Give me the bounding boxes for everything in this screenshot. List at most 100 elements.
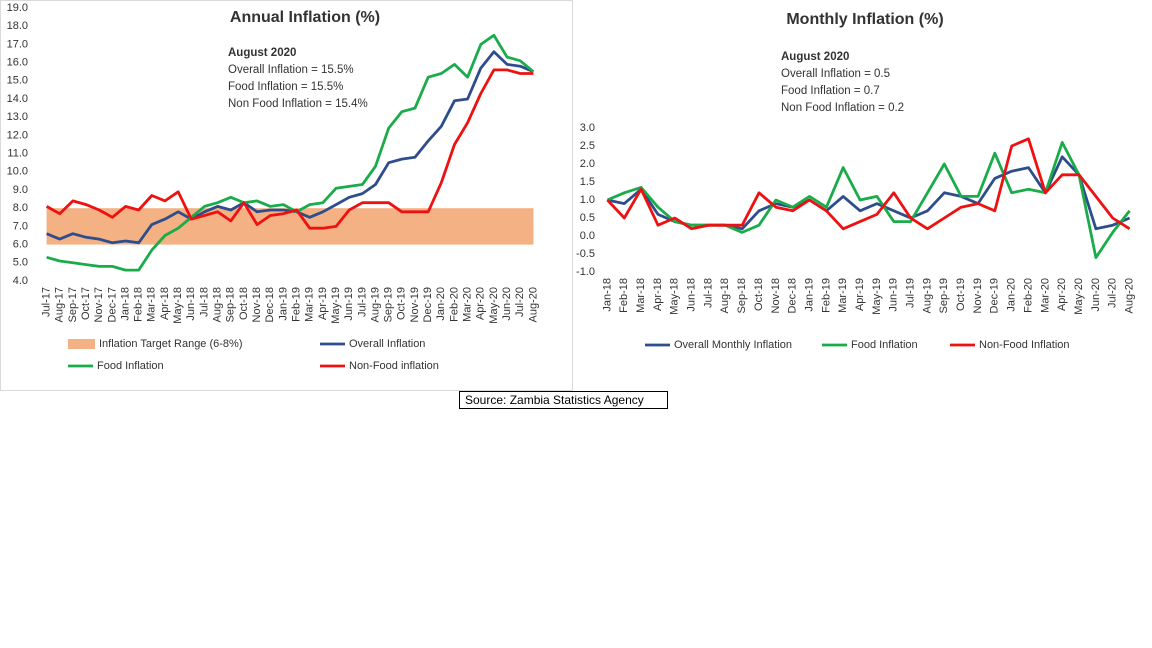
annotation: Non Food Inflation = 15.4% bbox=[228, 98, 368, 110]
x-tick-label: Nov-19 bbox=[409, 287, 421, 322]
legend-label: Overall Inflation bbox=[349, 338, 425, 350]
y-tick-label: 18.0 bbox=[7, 20, 28, 32]
legend-swatch bbox=[68, 339, 95, 349]
y-tick-label: 17.0 bbox=[7, 38, 28, 50]
chart-title: Monthly Inflation (%) bbox=[786, 11, 943, 28]
x-tick-label: Sep-19 bbox=[383, 287, 395, 322]
x-tick-label: Dec-18 bbox=[264, 287, 276, 322]
x-tick-label: Jul-17 bbox=[40, 287, 52, 317]
y-tick-label: -0.5 bbox=[576, 248, 595, 260]
y-tick-label: 3.0 bbox=[580, 122, 595, 134]
y-tick-label: 13.0 bbox=[7, 111, 28, 123]
x-tick-label: Jun-18 bbox=[686, 278, 698, 312]
series-line bbox=[606, 141, 1131, 259]
x-tick-label: Jun-19 bbox=[343, 287, 355, 321]
legend-label: Inflation Target Range (6-8%) bbox=[99, 338, 243, 350]
x-tick-label: Jan-20 bbox=[435, 287, 447, 321]
x-tick-label: Apr-18 bbox=[652, 278, 664, 311]
x-tick-label: Aug-18 bbox=[212, 287, 224, 322]
series-line bbox=[606, 137, 1131, 231]
x-tick-label: Jul-19 bbox=[905, 278, 917, 308]
x-tick-label: Sep-18 bbox=[225, 287, 237, 322]
x-tick-label: May-19 bbox=[871, 278, 883, 315]
target-band bbox=[46, 208, 534, 245]
x-tick-label: Mar-18 bbox=[635, 278, 647, 313]
x-tick-label: Aug-19 bbox=[921, 278, 933, 313]
y-tick-label: 11.0 bbox=[7, 148, 28, 160]
x-tick-label: Jul-20 bbox=[1107, 278, 1119, 308]
x-tick-label: Jul-19 bbox=[356, 287, 368, 317]
x-tick-label: Aug-19 bbox=[369, 287, 381, 322]
chart-title: Annual Inflation (%) bbox=[230, 9, 380, 26]
x-tick-label: Feb-19 bbox=[820, 278, 832, 313]
x-tick-label: Oct-18 bbox=[753, 278, 765, 311]
x-tick-label: Apr-20 bbox=[475, 287, 487, 320]
x-tick-label: Jun-20 bbox=[1090, 278, 1102, 312]
x-tick-label: Oct-19 bbox=[955, 278, 967, 311]
x-tick-label: Dec-17 bbox=[106, 287, 118, 322]
x-tick-label: Jul-18 bbox=[198, 287, 210, 317]
x-tick-label: Apr-20 bbox=[1056, 278, 1068, 311]
legend-label: Food Inflation bbox=[97, 360, 164, 372]
x-tick-label: Oct-18 bbox=[238, 287, 250, 320]
x-tick-label: Sep-18 bbox=[736, 278, 748, 313]
x-tick-label: Nov-18 bbox=[770, 278, 782, 313]
x-tick-label: May-19 bbox=[330, 287, 342, 324]
x-tick-label: Dec-18 bbox=[787, 278, 799, 313]
source-box bbox=[459, 391, 668, 409]
y-tick-label: 14.0 bbox=[7, 93, 28, 105]
x-tick-label: May-18 bbox=[172, 287, 184, 324]
y-tick-label: 5.0 bbox=[13, 257, 28, 269]
x-tick-label: Jan-18 bbox=[119, 287, 131, 321]
x-tick-label: Mar-18 bbox=[146, 287, 158, 322]
annotation: Non Food Inflation = 0.2 bbox=[781, 102, 904, 114]
x-tick-label: Nov-17 bbox=[93, 287, 105, 322]
x-tick-label: Feb-19 bbox=[290, 287, 302, 322]
y-tick-label: 0.0 bbox=[580, 230, 595, 242]
y-tick-label: 10.0 bbox=[7, 166, 28, 178]
x-tick-label: Jan-18 bbox=[601, 278, 613, 312]
legend-label: Food Inflation bbox=[851, 339, 918, 351]
y-tick-label: 0.5 bbox=[580, 212, 595, 224]
x-tick-label: Jul-20 bbox=[514, 287, 526, 317]
x-tick-label: Mar-20 bbox=[462, 287, 474, 322]
x-tick-label: Oct-17 bbox=[80, 287, 92, 320]
x-tick-label: Aug-20 bbox=[1123, 278, 1135, 313]
x-tick-label: Dec-19 bbox=[422, 287, 434, 322]
x-tick-label: Aug-18 bbox=[719, 278, 731, 313]
x-tick-label: May-18 bbox=[669, 278, 681, 315]
series-line bbox=[46, 33, 535, 272]
y-tick-label: 9.0 bbox=[13, 184, 28, 196]
x-tick-label: Nov-19 bbox=[972, 278, 984, 313]
x-tick-label: Jun-20 bbox=[501, 287, 513, 321]
x-tick-label: Jan-20 bbox=[1006, 278, 1018, 312]
x-tick-label: Feb-20 bbox=[448, 287, 460, 322]
y-tick-label: 2.0 bbox=[580, 158, 595, 170]
y-tick-label: -1.0 bbox=[576, 266, 595, 278]
annotation: Food Inflation = 15.5% bbox=[228, 81, 343, 93]
y-tick-label: 1.5 bbox=[580, 176, 595, 188]
y-tick-label: 4.0 bbox=[13, 275, 28, 287]
x-tick-label: May-20 bbox=[488, 287, 500, 324]
x-tick-label: Apr-19 bbox=[317, 287, 329, 320]
x-tick-label: Jan-19 bbox=[803, 278, 815, 312]
y-tick-label: 1.0 bbox=[580, 194, 595, 206]
source: Source: Zambia Statistics Agency bbox=[465, 393, 644, 407]
x-tick-label: Mar-20 bbox=[1039, 278, 1051, 313]
x-tick-label: May-20 bbox=[1073, 278, 1085, 315]
legend-label: Non-Food Inflation bbox=[979, 339, 1070, 351]
chart-frame bbox=[0, 0, 573, 391]
legend-label: Non-Food inflation bbox=[349, 360, 439, 372]
annotation: Overall Inflation = 15.5% bbox=[228, 64, 354, 76]
x-tick-label: Aug-17 bbox=[54, 287, 66, 322]
x-tick-label: Jun-18 bbox=[185, 287, 197, 321]
y-tick-label: 2.5 bbox=[580, 140, 595, 152]
x-tick-label: Sep-19 bbox=[938, 278, 950, 313]
x-tick-label: Jun-19 bbox=[888, 278, 900, 312]
x-tick-label: Feb-18 bbox=[133, 287, 145, 322]
x-tick-label: Apr-18 bbox=[159, 287, 171, 320]
y-tick-label: 19.0 bbox=[7, 2, 28, 14]
x-tick-label: Jul-18 bbox=[702, 278, 714, 308]
x-tick-label: Mar-19 bbox=[304, 287, 316, 322]
x-tick-label: Apr-19 bbox=[854, 278, 866, 311]
